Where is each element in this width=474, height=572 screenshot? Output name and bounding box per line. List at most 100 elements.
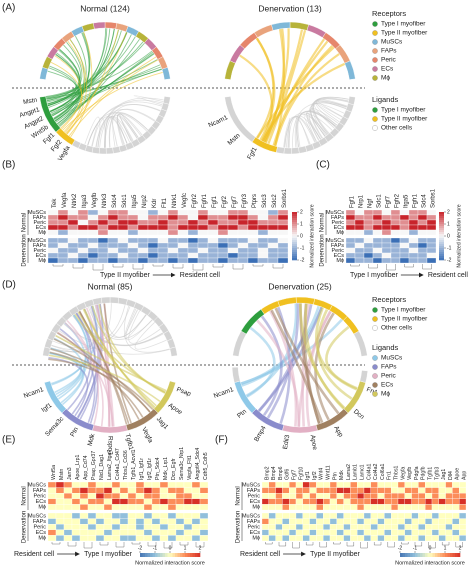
heatmap-cell: [357, 529, 365, 536]
heatmap-cell: [329, 498, 337, 505]
colorbar-tick-label: 2: [199, 545, 202, 551]
heatmap-cell: [316, 529, 324, 536]
heatmap-cell: [426, 229, 437, 236]
heatmap-cell: [151, 535, 161, 542]
heatmap-cell: [97, 242, 109, 249]
column-label: Mdk: [339, 470, 345, 480]
heatmap-cell: [47, 504, 57, 511]
chord: [45, 68, 163, 100]
heatmap-cell: [237, 242, 249, 249]
heatmap-cell: [350, 504, 358, 511]
chord: [68, 59, 159, 137]
heatmap-cell: [445, 487, 453, 494]
heatmap-cell: [79, 529, 89, 536]
heatmap-cell: [177, 257, 189, 264]
heatmap-cell: [329, 529, 337, 536]
column-label: Dcn_Egfr: [171, 458, 177, 480]
heatmap-cell: [377, 498, 385, 505]
heatmap-cell: [425, 481, 433, 488]
chord: [45, 50, 153, 98]
heatmap-cell: [438, 529, 446, 536]
heatmap-cell: [175, 535, 185, 542]
heatmap-cell: [391, 498, 399, 505]
colorbar-tick-label: -1: [300, 245, 305, 251]
dendrogram: [212, 264, 224, 268]
row-label: ECs: [334, 225, 345, 231]
chord: [296, 111, 337, 148]
gene-label: Ptn: [69, 426, 80, 438]
dendrogram: [404, 264, 414, 268]
colorbar: [427, 553, 431, 557]
chord: [91, 305, 166, 394]
panel-label: (F): [215, 435, 228, 446]
colorbar: [400, 553, 403, 557]
chord-segment: [347, 96, 356, 106]
row-label: MuSCs: [28, 238, 46, 244]
heatmap-cell: [127, 535, 137, 542]
legend-title: Receptors: [372, 295, 406, 304]
chord: [66, 39, 88, 135]
heatmap-cell: [71, 512, 81, 519]
heatmap-cell: [408, 237, 419, 244]
heatmap-cell: [257, 229, 269, 236]
heatmap-cell: [431, 498, 439, 505]
chord: [284, 116, 317, 148]
heatmap-cell: [137, 242, 149, 249]
colorbar-tick-label: 0: [447, 233, 450, 239]
heatmap-cell: [350, 529, 358, 536]
legend-swatch: [372, 355, 378, 361]
column-label: Ptprs: [252, 194, 258, 208]
heatmap-cell: [417, 252, 428, 259]
heatmap-cell: [67, 209, 79, 216]
colorbar: [292, 218, 297, 221]
heatmap-cell: [117, 257, 129, 264]
heatmap-cell: [354, 242, 365, 249]
column-label: Wnt11: [325, 465, 331, 480]
heatmap-cell: [95, 535, 105, 542]
heatmap-cell: [227, 252, 239, 259]
heatmap-cell: [445, 512, 453, 519]
colorbar: [190, 553, 193, 557]
dendrogram: [163, 542, 173, 549]
heatmap-cell: [107, 252, 119, 259]
heatmap-cell: [399, 224, 410, 231]
heatmap-cell: [135, 481, 145, 488]
heatmap-cell: [408, 224, 419, 231]
heatmap-cell: [167, 481, 177, 488]
heatmap-cell: [363, 229, 374, 236]
heatmap-cell: [71, 498, 81, 505]
heatmap-cell: [277, 219, 289, 226]
colorbar: [445, 553, 448, 557]
heatmap-cell: [268, 535, 276, 542]
heatmap-cell: [309, 512, 317, 519]
heatmap-cell: [187, 242, 199, 249]
heatmap-cell: [87, 487, 97, 494]
column-label: Vegfa: [62, 192, 68, 208]
row-label: FAPs: [33, 243, 46, 249]
colorbar: [147, 553, 151, 557]
column-label: Dll4: [448, 471, 454, 480]
heatmap-cell: [103, 493, 113, 499]
colorbar: [172, 553, 176, 557]
heatmap-cell: [411, 487, 419, 494]
panel-label: (D): [2, 280, 16, 291]
chord-title: Denervation (13): [258, 3, 321, 13]
heatmap-cell: [159, 535, 169, 542]
heatmap-cell: [425, 493, 433, 499]
heatmap-cell: [151, 493, 161, 499]
heatmap-cell: [111, 481, 121, 488]
heatmap-cell: [391, 529, 399, 536]
heatmap-cell: [87, 247, 99, 254]
heatmap-cell: [217, 214, 229, 221]
heatmap-cell: [426, 252, 437, 259]
heatmap-cell: [63, 529, 73, 536]
heatmap-cell: [197, 224, 209, 231]
heatmap-cell: [445, 518, 453, 525]
heatmap-cell: [137, 247, 149, 254]
heatmap-cell: [354, 257, 365, 264]
heatmap-cell: [183, 535, 193, 542]
heatmap-cell: [390, 224, 401, 231]
heatmap-cell: [47, 493, 57, 499]
heatmap-cell: [399, 247, 410, 254]
heatmap-cell: [417, 247, 428, 254]
